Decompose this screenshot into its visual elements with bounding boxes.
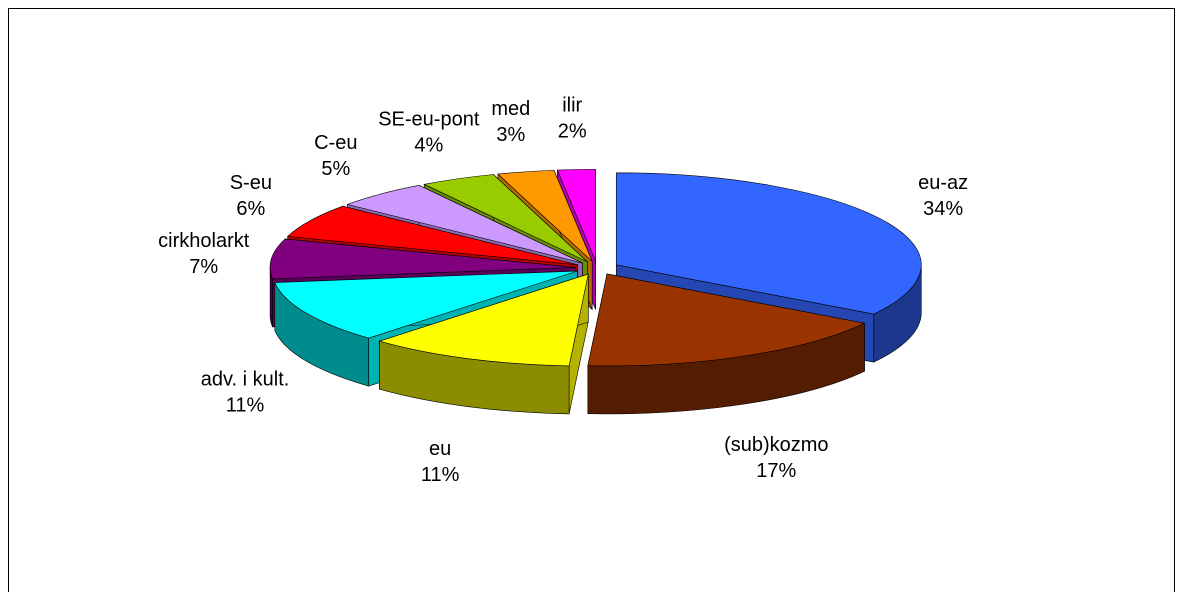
slice-label: cirkholarkt [158, 230, 250, 252]
slice [556, 169, 596, 262]
slice [587, 273, 866, 367]
slice-value-label: 6% [236, 198, 265, 220]
slice-label: eu [429, 438, 451, 460]
slice-value-label: 3% [496, 124, 525, 146]
slice-label: S-eu [230, 172, 272, 194]
slice [286, 205, 578, 266]
slice-value-label: 5% [321, 158, 350, 180]
pie [269, 169, 922, 415]
slice-value-label: 17% [756, 460, 796, 482]
slice [269, 238, 576, 280]
slice-label: eu-az [918, 172, 968, 194]
slice-value-label: 4% [414, 135, 443, 157]
slice-label: med [491, 98, 530, 120]
slice-label: C-eu [314, 132, 357, 154]
slice-label: SE-eu-pont [378, 109, 480, 131]
slice-label: (sub)kozmo [724, 434, 828, 456]
slice [497, 169, 593, 262]
labels: eu-az 34% (sub)kozmo 17% eu 11% adv. i kult. 11… [158, 95, 968, 486]
slice [274, 270, 578, 339]
slice-label: adv. i kult. [201, 368, 290, 390]
slice [615, 172, 922, 315]
slice-value-label: 11% [421, 464, 460, 486]
slice-value-label: 11% [226, 394, 265, 416]
slice-value-label: 34% [923, 198, 963, 220]
chart-frame [8, 8, 1175, 592]
slice-value-label: 7% [189, 256, 218, 278]
slice [423, 174, 588, 263]
slice [346, 185, 583, 264]
slice-value-label: 2% [558, 121, 587, 143]
slice [378, 273, 589, 367]
slice-label: ilir [562, 95, 582, 117]
